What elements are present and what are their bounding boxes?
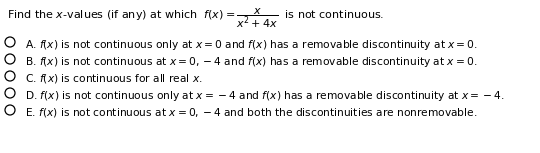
Text: B. $f(x)$ is not continuous at $x=0,-4$ and $f(x)$ has a removable discontinuity: B. $f(x)$ is not continuous at $x=0,-4$ … <box>25 55 477 69</box>
Text: A. $f(x)$ is not continuous only at $x=0$ and $f(x)$ has a removable discontinui: A. $f(x)$ is not continuous only at $x=0… <box>25 38 478 52</box>
Text: Find the $x$-values (if any) at which  $f(x) = \dfrac{x}{x^2+4x}$  is not contin: Find the $x$-values (if any) at which $f… <box>7 7 384 30</box>
Text: E. $f(x)$ is not continuous at $x=0,-4$ and both the discontinuities are nonremo: E. $f(x)$ is not continuous at $x=0,-4$ … <box>25 106 477 119</box>
Text: C. $f(x)$ is continuous for all real $x$.: C. $f(x)$ is continuous for all real $x$… <box>25 72 202 85</box>
Text: D. $f(x)$ is not continuous only at $x=-4$ and $f(x)$ has a removable discontinu: D. $f(x)$ is not continuous only at $x=-… <box>25 89 505 103</box>
